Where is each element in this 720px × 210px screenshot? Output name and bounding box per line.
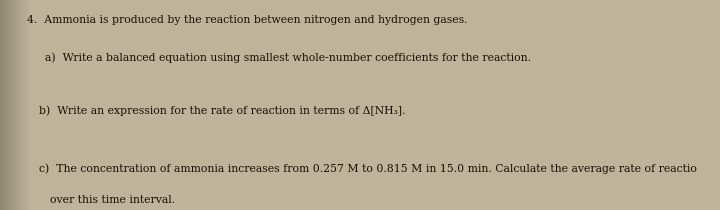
Text: c)  The concentration of ammonia increases from 0.257 M to 0.815 M in 15.0 min. : c) The concentration of ammonia increase… (39, 164, 697, 174)
Text: a)  Write a balanced equation using smallest whole-number coefficients for the r: a) Write a balanced equation using small… (45, 52, 531, 63)
Text: 4.  Ammonia is produced by the reaction between nitrogen and hydrogen gases.: 4. Ammonia is produced by the reaction b… (27, 15, 468, 25)
Text: over this time interval.: over this time interval. (50, 195, 176, 205)
Text: b)  Write an expression for the rate of reaction in terms of Δ[NH₃].: b) Write an expression for the rate of r… (39, 105, 405, 116)
